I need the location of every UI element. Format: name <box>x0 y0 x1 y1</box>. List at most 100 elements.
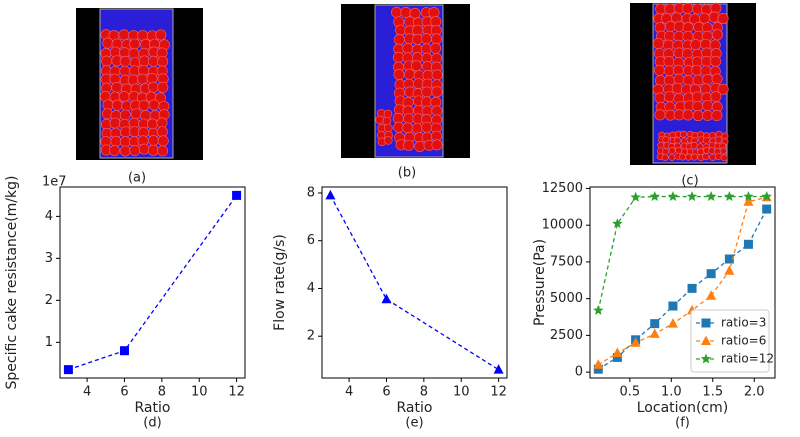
marker <box>630 191 641 202</box>
particle <box>109 117 121 129</box>
particle <box>138 99 150 111</box>
particle <box>654 92 666 104</box>
plot-frame <box>589 186 776 379</box>
marker <box>630 337 641 347</box>
particle <box>129 38 141 50</box>
particle <box>709 153 717 161</box>
particle <box>697 148 705 156</box>
legend-label: ratio=3 <box>721 316 766 330</box>
plot-frame <box>59 186 246 379</box>
marker <box>381 293 392 304</box>
particle <box>410 60 422 72</box>
particle <box>383 136 393 145</box>
particle <box>719 147 727 155</box>
particle <box>157 81 169 93</box>
particle <box>690 141 698 149</box>
particle <box>714 152 722 160</box>
particle <box>428 7 440 19</box>
x-tick-label: 1.0 <box>661 385 682 400</box>
simulation-images <box>76 2 756 165</box>
y-tick-label: 2500 <box>550 328 583 343</box>
particle <box>400 6 412 18</box>
particle <box>661 153 669 161</box>
particle <box>421 121 433 133</box>
particle <box>430 33 442 45</box>
plot-frame <box>321 186 508 379</box>
particle <box>710 55 722 67</box>
y-axis-label: Pressure(Pa) <box>532 239 548 326</box>
particle <box>384 123 393 133</box>
chart-caption: (d) <box>143 416 161 431</box>
particle <box>431 139 443 151</box>
particle <box>382 116 392 126</box>
particle <box>108 145 120 157</box>
particle <box>682 109 694 121</box>
particle <box>119 109 131 121</box>
marker <box>743 239 753 249</box>
particle <box>698 12 710 24</box>
particle <box>715 136 723 144</box>
particle <box>717 83 729 95</box>
marker <box>686 191 698 201</box>
particle <box>715 130 723 138</box>
marker <box>724 254 734 264</box>
particle <box>702 109 714 121</box>
particle <box>402 122 414 134</box>
y-axis-label: Flow rate(g/s) <box>272 234 288 331</box>
particle <box>102 37 114 49</box>
particle <box>414 141 426 153</box>
particle <box>403 113 415 125</box>
particle <box>668 153 676 161</box>
particle <box>421 86 433 98</box>
y-tick-label: 1 <box>45 335 53 350</box>
x-axis-label: Ratio <box>135 400 171 416</box>
series-line <box>597 208 768 370</box>
particle <box>147 144 159 156</box>
y-tick-label: 4 <box>45 209 53 224</box>
particle <box>430 42 442 54</box>
particle <box>685 153 693 161</box>
particle <box>655 3 667 15</box>
x-tick-label: 10 <box>453 385 470 400</box>
legend-marker <box>700 353 712 364</box>
x-tick-label: 4 <box>83 385 91 400</box>
chart-caption: (e) <box>405 416 423 431</box>
x-tick-label: 8 <box>420 385 428 400</box>
particle <box>129 144 141 156</box>
particle <box>664 30 676 42</box>
particle <box>137 73 149 85</box>
x-tick-label: 4 <box>345 385 353 400</box>
particle <box>395 24 407 36</box>
x-tick-label: 12 <box>228 385 245 400</box>
particle <box>681 48 693 60</box>
marker <box>687 283 697 293</box>
particle <box>118 91 130 103</box>
y-tick-label: 0 <box>575 365 583 380</box>
x-axis-label: Location(cm) <box>637 400 728 416</box>
particle <box>111 82 123 94</box>
marker <box>706 290 717 300</box>
x-tick-label: 6 <box>120 385 128 400</box>
particle <box>662 136 670 144</box>
series-line <box>329 195 499 371</box>
marker <box>762 204 772 214</box>
x-tick-label: 6 <box>382 385 390 400</box>
marker <box>724 191 735 201</box>
x-tick-label: 0.5 <box>619 385 640 400</box>
particle <box>404 68 416 80</box>
particle <box>147 55 159 67</box>
particle <box>157 56 169 68</box>
particle <box>392 51 404 63</box>
particle <box>101 55 113 67</box>
marker <box>705 191 717 201</box>
particle <box>678 153 686 161</box>
particle <box>711 29 723 41</box>
x-tick-label: 1.5 <box>702 385 723 400</box>
marker <box>119 346 129 356</box>
particle <box>393 34 405 46</box>
x-axis-label: Ratio <box>397 400 433 416</box>
particle <box>138 55 150 67</box>
particle <box>664 3 676 15</box>
